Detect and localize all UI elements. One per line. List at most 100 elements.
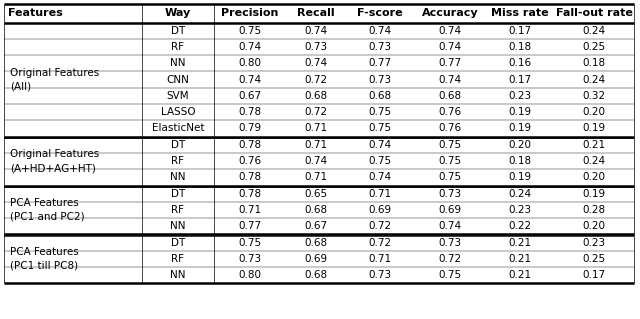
Text: 0.72: 0.72	[369, 238, 392, 248]
Text: 0.23: 0.23	[582, 238, 605, 248]
Text: F-score: F-score	[357, 8, 403, 18]
Text: Recall: Recall	[297, 8, 335, 18]
Text: 0.25: 0.25	[582, 254, 605, 264]
Text: SVM: SVM	[166, 91, 189, 101]
Text: 0.74: 0.74	[239, 75, 262, 85]
Text: NN: NN	[170, 221, 186, 231]
Text: 0.72: 0.72	[305, 75, 328, 85]
Text: 0.23: 0.23	[508, 91, 532, 101]
Text: 0.21: 0.21	[582, 140, 605, 150]
Text: 0.68: 0.68	[305, 270, 328, 280]
Text: Way: Way	[165, 8, 191, 18]
Text: 0.25: 0.25	[582, 42, 605, 52]
Text: 0.21: 0.21	[508, 238, 532, 248]
Text: 0.28: 0.28	[582, 205, 605, 215]
Text: 0.73: 0.73	[369, 270, 392, 280]
Text: 0.17: 0.17	[508, 75, 532, 85]
Text: ElasticNet: ElasticNet	[152, 123, 204, 133]
Text: 0.76: 0.76	[438, 107, 461, 117]
Text: 0.67: 0.67	[239, 91, 262, 101]
Text: 0.71: 0.71	[369, 254, 392, 264]
Text: 0.74: 0.74	[438, 42, 461, 52]
Text: 0.71: 0.71	[305, 140, 328, 150]
Text: Features: Features	[8, 8, 63, 18]
Text: 0.17: 0.17	[582, 270, 605, 280]
Text: 0.80: 0.80	[239, 58, 262, 68]
Text: 0.76: 0.76	[438, 123, 461, 133]
Text: DT: DT	[171, 189, 185, 199]
Text: 0.68: 0.68	[305, 205, 328, 215]
Text: 0.24: 0.24	[582, 75, 605, 85]
Text: 0.71: 0.71	[305, 123, 328, 133]
Text: 0.79: 0.79	[239, 123, 262, 133]
Text: 0.69: 0.69	[305, 254, 328, 264]
Text: 0.32: 0.32	[582, 91, 605, 101]
Text: RF: RF	[172, 156, 184, 166]
Text: 0.20: 0.20	[582, 172, 605, 182]
Text: 0.20: 0.20	[582, 221, 605, 231]
Text: 0.65: 0.65	[305, 189, 328, 199]
Text: 0.75: 0.75	[369, 156, 392, 166]
Text: DT: DT	[171, 26, 185, 36]
Text: Original Features
(All): Original Features (All)	[10, 68, 99, 92]
Text: 0.75: 0.75	[239, 238, 262, 248]
Text: 0.73: 0.73	[239, 254, 262, 264]
Text: 0.69: 0.69	[369, 205, 392, 215]
Text: 0.21: 0.21	[508, 270, 532, 280]
Text: 0.80: 0.80	[239, 270, 262, 280]
Text: 0.77: 0.77	[239, 221, 262, 231]
Text: 0.24: 0.24	[508, 189, 532, 199]
Text: 0.74: 0.74	[369, 172, 392, 182]
Text: 0.75: 0.75	[369, 107, 392, 117]
Text: 0.71: 0.71	[369, 189, 392, 199]
Text: 0.19: 0.19	[508, 107, 532, 117]
Text: 0.74: 0.74	[305, 26, 328, 36]
Text: 0.74: 0.74	[369, 140, 392, 150]
Text: NN: NN	[170, 270, 186, 280]
Text: NN: NN	[170, 58, 186, 68]
Text: 0.71: 0.71	[239, 205, 262, 215]
Text: DT: DT	[171, 140, 185, 150]
Text: Accuracy: Accuracy	[422, 8, 478, 18]
Text: 0.69: 0.69	[438, 205, 461, 215]
Text: 0.16: 0.16	[508, 58, 532, 68]
Text: RF: RF	[172, 42, 184, 52]
Text: 0.73: 0.73	[369, 42, 392, 52]
Text: 0.75: 0.75	[239, 26, 262, 36]
Text: 0.77: 0.77	[369, 58, 392, 68]
Text: 0.19: 0.19	[582, 123, 605, 133]
Text: 0.73: 0.73	[369, 75, 392, 85]
Text: 0.68: 0.68	[369, 91, 392, 101]
Text: 0.18: 0.18	[508, 42, 532, 52]
Text: PCA Features
(PC1 till PC8): PCA Features (PC1 till PC8)	[10, 247, 79, 271]
Text: 0.23: 0.23	[508, 205, 532, 215]
Text: 0.19: 0.19	[582, 189, 605, 199]
Text: RF: RF	[172, 254, 184, 264]
Text: 0.17: 0.17	[508, 26, 532, 36]
Text: 0.72: 0.72	[305, 107, 328, 117]
Text: LASSO: LASSO	[161, 107, 195, 117]
Text: 0.71: 0.71	[305, 172, 328, 182]
Text: Original Features
(A+HD+AG+HT): Original Features (A+HD+AG+HT)	[10, 149, 99, 173]
Text: 0.75: 0.75	[438, 270, 461, 280]
Text: 0.20: 0.20	[582, 107, 605, 117]
Text: 0.75: 0.75	[369, 123, 392, 133]
Text: 0.76: 0.76	[239, 156, 262, 166]
Text: 0.78: 0.78	[239, 107, 262, 117]
Text: 0.74: 0.74	[369, 26, 392, 36]
Text: 0.77: 0.77	[438, 58, 461, 68]
Text: Miss rate: Miss rate	[491, 8, 549, 18]
Text: 0.19: 0.19	[508, 123, 532, 133]
Text: 0.20: 0.20	[509, 140, 531, 150]
Text: 0.78: 0.78	[239, 140, 262, 150]
Text: 0.68: 0.68	[438, 91, 461, 101]
Text: 0.74: 0.74	[305, 156, 328, 166]
Text: 0.73: 0.73	[438, 238, 461, 248]
Text: 0.74: 0.74	[305, 58, 328, 68]
Text: 0.75: 0.75	[438, 172, 461, 182]
Text: NN: NN	[170, 172, 186, 182]
Text: 0.19: 0.19	[508, 172, 532, 182]
Text: PCA Features
(PC1 and PC2): PCA Features (PC1 and PC2)	[10, 198, 84, 222]
Text: 0.78: 0.78	[239, 172, 262, 182]
Text: 0.74: 0.74	[438, 26, 461, 36]
